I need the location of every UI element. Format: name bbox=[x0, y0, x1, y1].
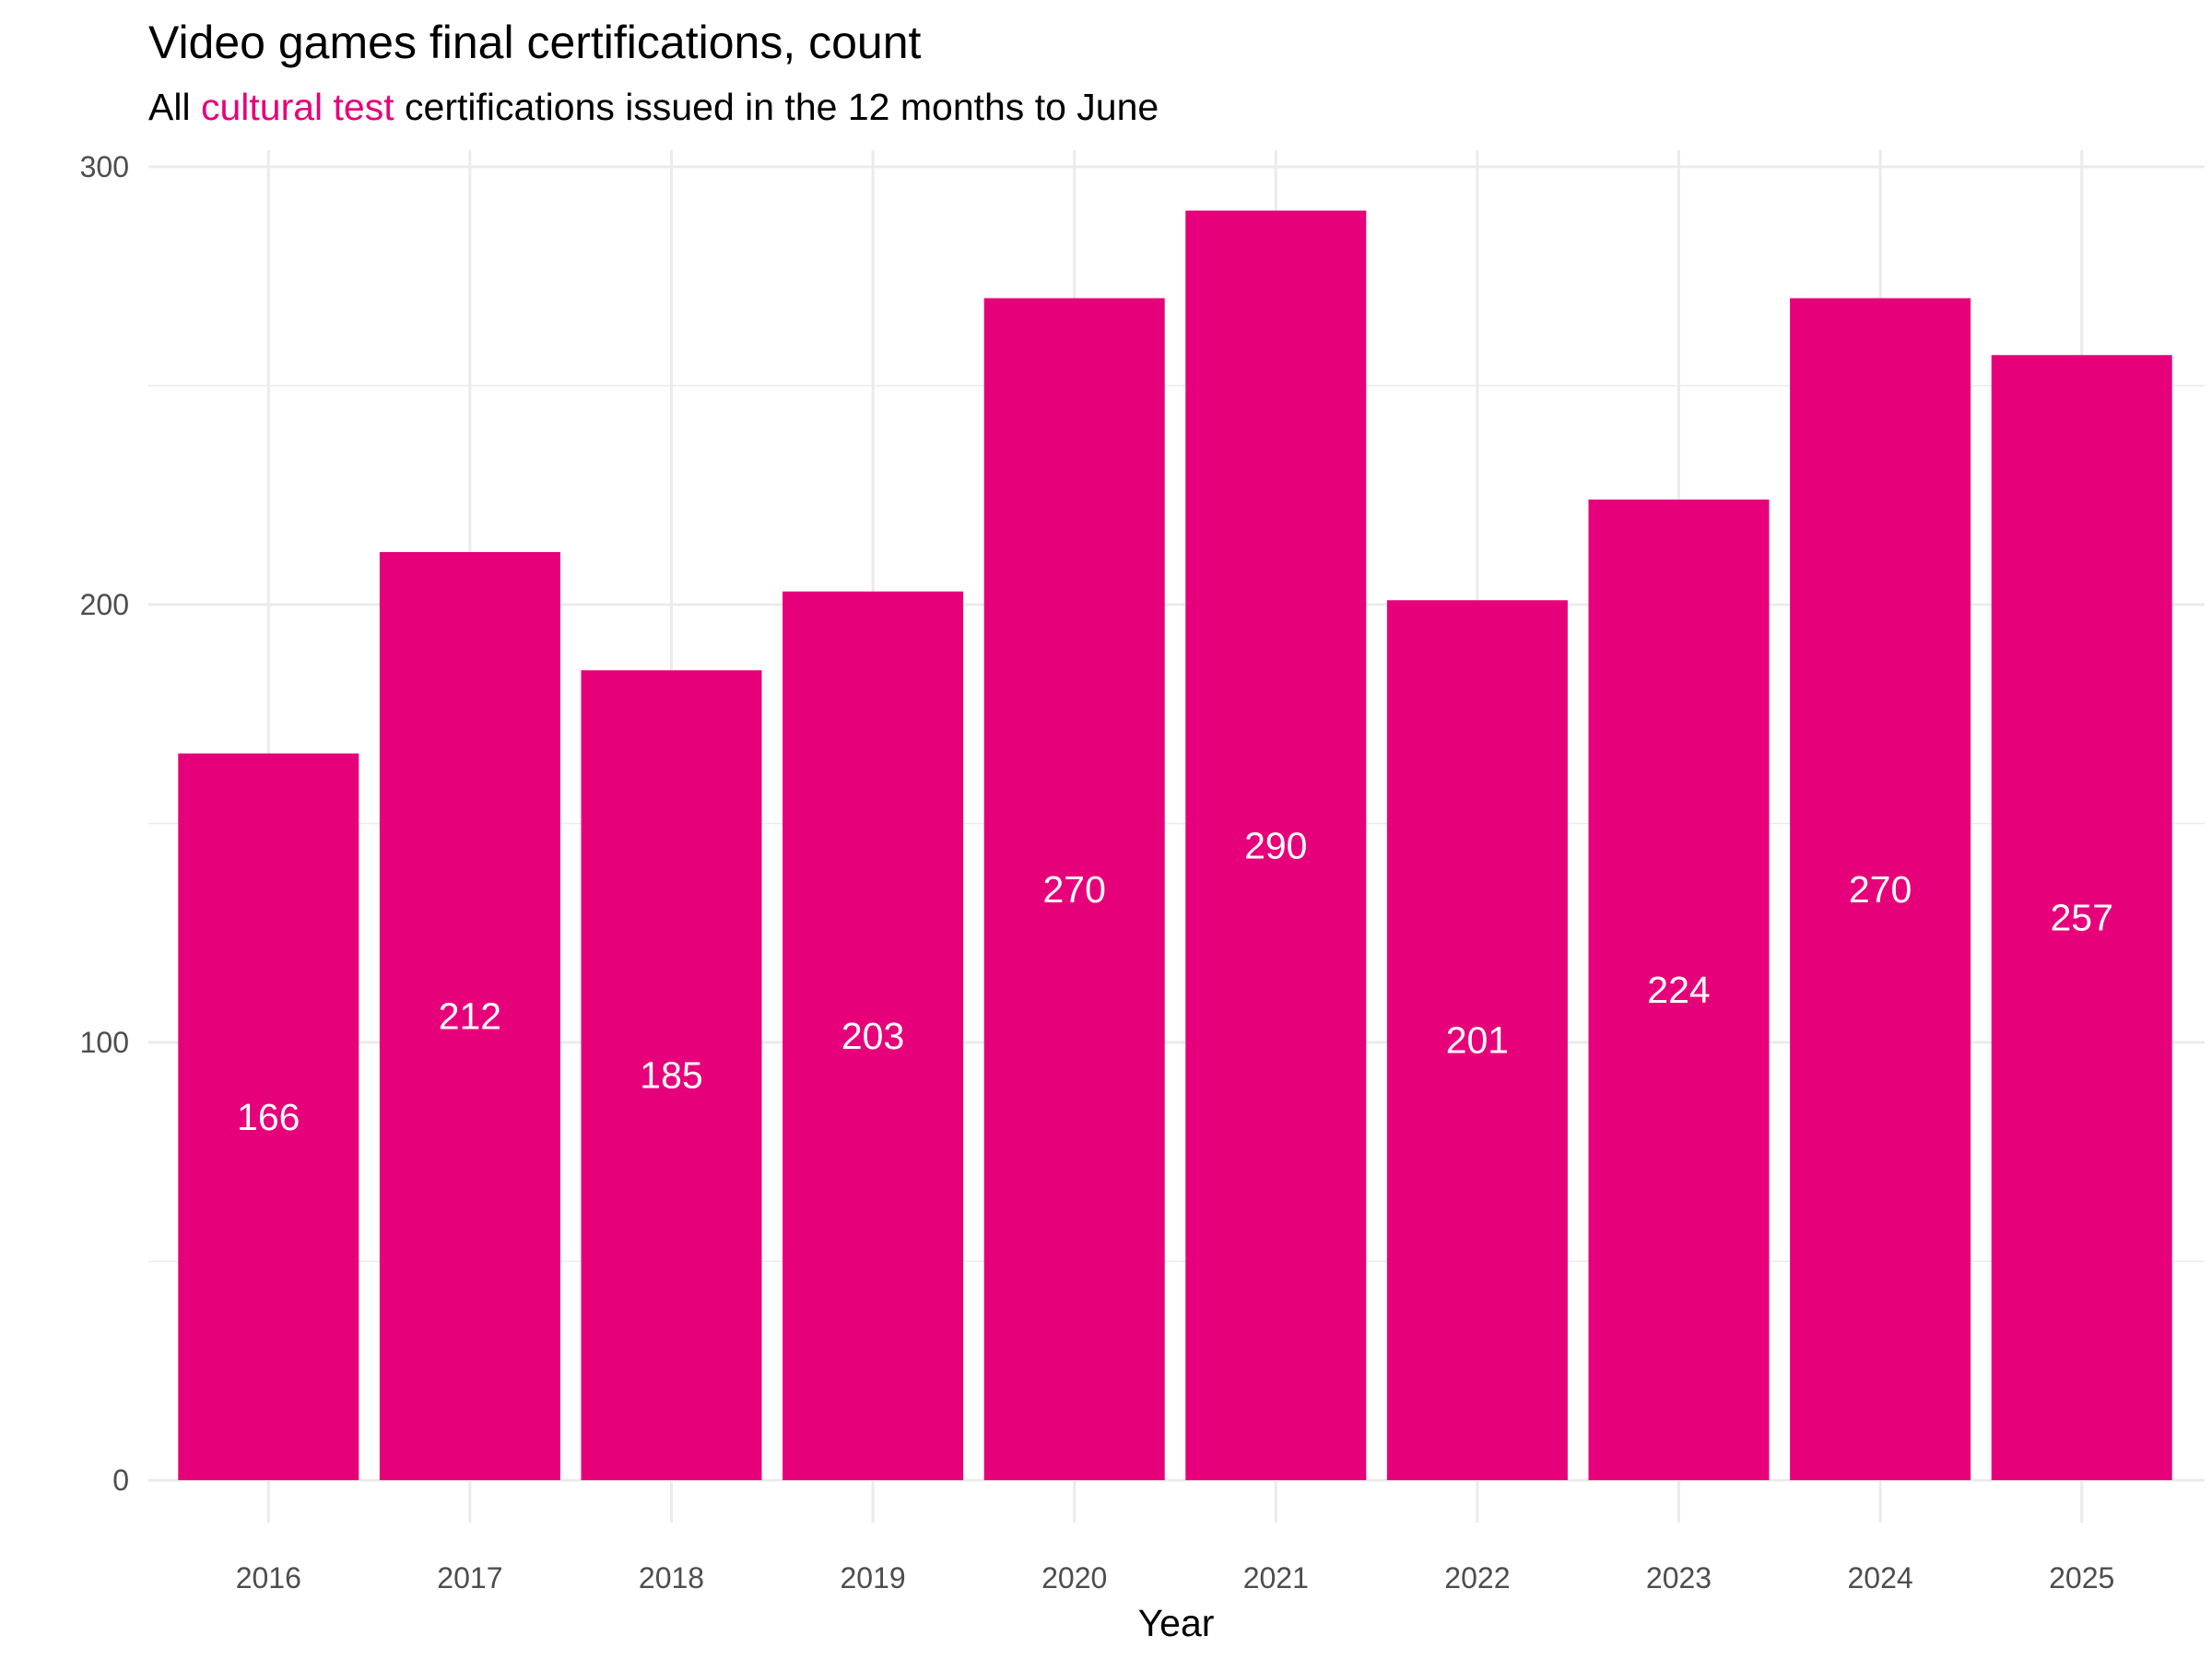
y-axis-tick-labels: 0 100 200 300 bbox=[80, 150, 129, 1497]
bar-data-label: 212 bbox=[439, 995, 501, 1038]
bar-data-label: 257 bbox=[2050, 897, 2112, 939]
subtitle-highlight: cultural test bbox=[200, 86, 394, 128]
y-tick-label: 0 bbox=[112, 1464, 129, 1497]
x-tick-label: 2022 bbox=[1444, 1561, 1510, 1594]
bar bbox=[581, 670, 762, 1480]
y-tick-label: 100 bbox=[80, 1026, 129, 1059]
bar-data-label: 270 bbox=[1849, 868, 1912, 911]
bar bbox=[379, 552, 560, 1480]
bar bbox=[1386, 600, 1568, 1480]
x-tick-label: 2025 bbox=[2049, 1561, 2114, 1594]
bar bbox=[1991, 355, 2172, 1480]
bar bbox=[178, 753, 359, 1480]
x-tick-label: 2020 bbox=[1041, 1561, 1107, 1594]
bar bbox=[983, 298, 1165, 1480]
bar-data-label: 224 bbox=[1647, 969, 1710, 1011]
y-tick-label: 300 bbox=[80, 150, 129, 183]
bar bbox=[1588, 500, 1770, 1480]
bar-data-label: 290 bbox=[1244, 824, 1307, 866]
bar-data-label: 185 bbox=[640, 1054, 702, 1097]
x-axis-title: Year bbox=[1138, 1602, 1215, 1644]
x-tick-label: 2017 bbox=[437, 1561, 502, 1594]
bar bbox=[1790, 298, 1971, 1480]
x-tick-label: 2018 bbox=[639, 1561, 704, 1594]
x-axis-tick-labels: 2016 2017 2018 2019 2020 2021 2022 2023 2024 2025 bbox=[236, 1561, 2115, 1594]
x-tick-label: 2019 bbox=[841, 1561, 906, 1594]
chart-title: Video games final certifications, count bbox=[148, 17, 922, 68]
bars bbox=[178, 210, 2172, 1480]
bar-data-label: 166 bbox=[237, 1096, 300, 1138]
bar-labels: 166 212 185 203 270 290 201 224 270 257 bbox=[237, 824, 2113, 1138]
bar bbox=[782, 591, 964, 1480]
x-tick-label: 2021 bbox=[1243, 1561, 1309, 1594]
subtitle-prefix: All bbox=[148, 86, 201, 128]
bar-data-label: 203 bbox=[841, 1015, 904, 1057]
chart-subtitle: All cultural test certifications issued … bbox=[148, 79, 1159, 135]
bar-data-label: 270 bbox=[1042, 868, 1105, 911]
subtitle-suffix: certifications issued in the 12 months t… bbox=[394, 86, 1159, 128]
bar-data-label: 201 bbox=[1446, 1019, 1509, 1062]
x-tick-label: 2016 bbox=[236, 1561, 301, 1594]
bar bbox=[1185, 210, 1367, 1480]
y-tick-label: 200 bbox=[80, 588, 129, 621]
x-tick-label: 2024 bbox=[1848, 1561, 1913, 1594]
x-tick-label: 2023 bbox=[1646, 1561, 1712, 1594]
